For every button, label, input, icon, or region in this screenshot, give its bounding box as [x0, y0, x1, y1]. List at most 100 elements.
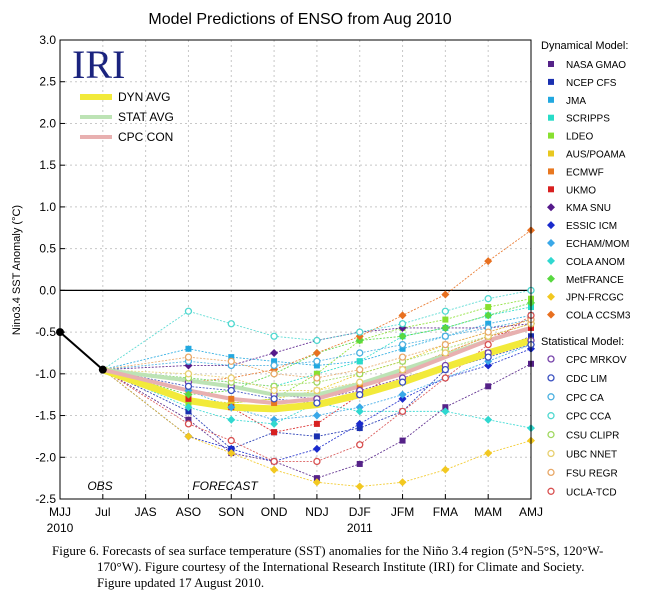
point-ucla-tcd: [441, 374, 450, 382]
legend-label: JMA: [566, 96, 586, 107]
point-ucla-tcd: [184, 420, 193, 428]
avg-legend-label: CPC CON: [118, 130, 173, 144]
statistical-model-header: Statistical Model:: [541, 336, 624, 348]
series-line-cola-ccsm3: [102, 229, 532, 383]
point-ukmo: [185, 395, 192, 402]
x-tick-label: DJF: [349, 505, 371, 519]
point-fsu-regr: [184, 353, 193, 361]
x-tick-label: SON: [218, 505, 244, 519]
legend-label: NASA GMAO: [566, 60, 626, 71]
legend-label: CDC LIM: [566, 374, 607, 385]
legend-marker-fsu-regr: [547, 468, 555, 477]
point-jpn-frcgc: [184, 432, 193, 441]
point-jpn-frcgc: [441, 465, 450, 474]
point-cpc-cca: [398, 320, 407, 328]
point-scripps: [356, 358, 363, 365]
point-fsu-regr: [398, 353, 407, 361]
legend-marker-cpc-mrkov: [547, 355, 555, 363]
x-tick-label: ASO: [176, 505, 201, 519]
legend-marker-essic-icm: [547, 221, 555, 230]
dynamical-model-header: Dynamical Model:: [541, 40, 628, 52]
legend-label: UBC NNET: [566, 450, 617, 461]
observed-line: [59, 331, 104, 371]
point-cdc-lim: [356, 391, 364, 399]
point-echam-mom: [312, 411, 321, 420]
legend-label: AUS/POAMA: [566, 150, 626, 161]
legend-marker-ncep-cfs: [548, 78, 554, 85]
point-ecmwf: [356, 383, 363, 390]
series-line-metfrance: [102, 302, 532, 396]
iri-logo: IRI: [72, 42, 125, 87]
legend-marker-scripps: [548, 114, 554, 121]
legend-label: JPN-FRCGC: [566, 293, 624, 304]
legend-marker-ubc-nnet: [547, 449, 555, 458]
point-jpn-frcgc: [312, 478, 321, 487]
point-ubc-nnet: [227, 374, 235, 382]
y-tick-label: 0.0: [39, 283, 56, 297]
point-echam-mom: [227, 403, 236, 412]
point-ucla-tcd: [227, 436, 235, 445]
point-ucla-tcd: [398, 407, 407, 416]
point-ldeo: [442, 316, 449, 323]
point-cpc-ca: [270, 361, 278, 370]
point-echam-mom: [355, 403, 364, 412]
y-tick-label: -1.0: [35, 367, 56, 381]
legend-marker-csu-clipr: [547, 430, 555, 439]
point-jma: [313, 362, 320, 369]
point-jpn-frcgc: [355, 482, 364, 491]
point-echam-mom: [398, 390, 407, 399]
legend-marker-ukmo: [548, 186, 554, 193]
y-tick-label: -2.0: [35, 450, 56, 464]
y-tick-label: -2.5: [35, 492, 56, 506]
legend-label: CSU CLIPR: [566, 431, 619, 442]
legend-label: ESSIC ICM: [566, 221, 617, 232]
legend-label: FSU REGR: [566, 468, 618, 479]
point-jma: [185, 345, 192, 352]
point-nasa-gmao: [185, 416, 192, 423]
point-essic-icm: [227, 444, 236, 453]
legend-marker-jpn-frcgc: [547, 292, 555, 301]
legend-label: ECHAM/MOM: [566, 239, 629, 250]
x-tick-label: JFM: [391, 505, 414, 519]
point-cola-ccsm3: [441, 290, 450, 299]
point-ubc-nnet: [441, 349, 450, 357]
x-tick-label: Jul: [95, 505, 110, 519]
legend-label: NCEP CFS: [566, 78, 617, 89]
x-tick-label: FMA: [433, 505, 458, 519]
legend-label: ECMWF: [566, 167, 604, 178]
point-cola-ccsm3: [484, 257, 493, 266]
legend-marker-cola-anom: [547, 256, 555, 265]
point-ucla-tcd: [356, 441, 364, 449]
legend-label: UCLA-TCD: [566, 487, 617, 498]
point-cpc-cca: [184, 307, 193, 315]
point-cpc-cca: [270, 332, 278, 340]
series-line-cpc-cca: [102, 289, 532, 371]
point-ucla-tcd: [270, 457, 278, 466]
series-line-cola-anom: [102, 369, 532, 429]
series-line-nasa-gmao: [102, 363, 532, 479]
observed-point: [98, 365, 107, 374]
point-ecmwf: [271, 400, 278, 407]
point-ubc-nnet: [184, 370, 193, 378]
point-jma: [228, 354, 235, 361]
caption-line-3: Figure updated 17 August 2010.: [97, 575, 265, 590]
point-jpn-frcgc: [270, 465, 279, 474]
legend-marker-cpc-ca: [547, 393, 555, 401]
point-nasa-gmao: [356, 460, 363, 467]
legend-marker-ecmwf: [548, 168, 554, 175]
series-line-jpn-frcgc: [102, 369, 532, 487]
point-fsu-regr: [356, 365, 364, 374]
point-ucla-tcd: [313, 457, 321, 466]
legend-label: UKMO: [566, 185, 596, 196]
y-tick-label: 2.5: [39, 75, 56, 89]
point-ukmo: [313, 420, 320, 427]
legend-marker-echam-mom: [547, 239, 555, 247]
legend-label: CPC MRKOV: [566, 355, 627, 366]
x-tick-label: AMJ: [519, 505, 543, 519]
point-cpc-cca: [441, 307, 450, 315]
point-nasa-gmao: [399, 437, 406, 444]
point-essic-icm: [355, 419, 364, 428]
point-ncep-cfs: [356, 425, 363, 432]
point-nasa-gmao: [485, 383, 492, 390]
point-ubc-nnet: [270, 386, 278, 395]
